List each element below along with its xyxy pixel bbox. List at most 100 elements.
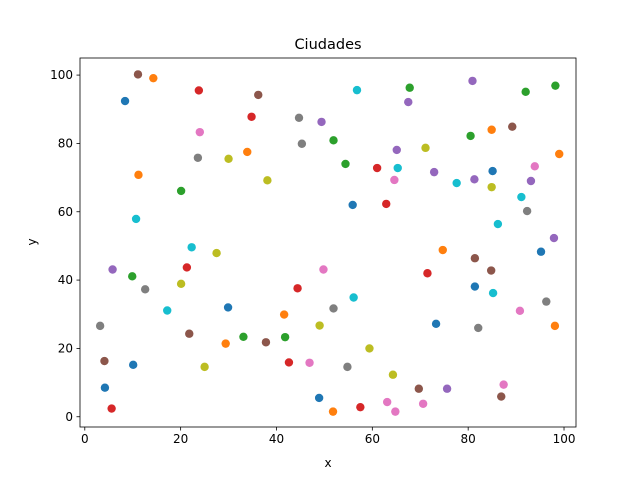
scatter-point: [128, 360, 138, 370]
scatter-point: [176, 279, 186, 289]
scatter-point: [431, 319, 441, 329]
scatter-point: [497, 392, 506, 401]
scatter-point: [343, 362, 352, 372]
y-tick-label: 100: [50, 68, 73, 82]
axes-layer: 0 20 40 60 80 100 0 20 40 60 80 100: [50, 57, 577, 446]
scatter-point: [254, 90, 263, 100]
scatter-point: [195, 127, 205, 137]
scatter-point: [263, 176, 272, 185]
scatter-point: [391, 407, 400, 416]
x-tick-label: 20: [173, 432, 188, 446]
scatter-point: [421, 143, 430, 153]
scatter-point: [131, 214, 141, 224]
scatter-point: [388, 370, 398, 379]
scatter-point: [470, 254, 480, 263]
scatter-point: [128, 272, 137, 281]
points-layer: [95, 70, 564, 416]
scatter-point: [487, 182, 496, 192]
scatter-point: [551, 81, 560, 90]
scatter-point: [536, 247, 546, 256]
y-tick-label: 20: [58, 341, 73, 355]
scatter-point: [149, 73, 158, 83]
scatter-point: [488, 166, 497, 176]
scatter-point: [349, 293, 358, 302]
scatter-point: [247, 112, 256, 121]
scatter-point: [317, 117, 326, 127]
scatter-point: [239, 332, 248, 341]
scatter-point: [297, 139, 307, 148]
scatter-point: [100, 383, 110, 392]
scatter-point: [319, 265, 328, 274]
scatter-point: [414, 384, 424, 393]
scatter-point: [100, 356, 109, 366]
scatter-point: [163, 306, 172, 315]
scatter-point: [176, 186, 186, 196]
scatter-point: [224, 154, 233, 163]
scatter-point: [185, 329, 194, 338]
scatter-point: [392, 145, 401, 155]
scatter-point: [328, 407, 338, 416]
scatter-point: [107, 404, 116, 413]
scatter-point: [108, 265, 117, 274]
scatter-point: [314, 393, 324, 403]
scatter-point: [315, 321, 324, 330]
y-tick-label: 0: [65, 410, 73, 424]
scatter-point: [486, 266, 496, 275]
scatter-point: [329, 136, 338, 145]
scatter-point: [382, 397, 392, 407]
scatter-point: [293, 284, 302, 293]
scatter-point: [468, 76, 477, 86]
scatter-point: [404, 97, 413, 107]
scatter-point: [522, 206, 532, 216]
y-tick-label: 60: [58, 205, 73, 219]
scatter-point: [140, 285, 150, 294]
scatter-point: [488, 288, 498, 298]
scatter-point: [243, 147, 252, 157]
x-axis-title: x: [324, 456, 331, 470]
scatter-point: [365, 344, 374, 353]
scatter-point: [487, 125, 496, 134]
scatter-point: [526, 176, 536, 186]
y-axis-title: y: [25, 238, 39, 245]
scatter-point: [390, 175, 399, 185]
scatter-point: [221, 339, 230, 348]
x-tick-label: 60: [365, 432, 380, 446]
scatter-point: [517, 192, 526, 202]
scatter-point: [542, 297, 551, 306]
plot-frame: [79, 57, 577, 428]
scatter-point: [393, 163, 402, 173]
scatter-point: [438, 245, 447, 255]
scatter-point: [182, 263, 192, 272]
scatter-point: [470, 282, 480, 291]
scatter-point: [305, 358, 314, 367]
scatter-point: [466, 131, 475, 141]
scatter-point: [405, 83, 414, 92]
scatter-point: [499, 380, 508, 389]
scatter-point: [352, 85, 362, 95]
scatter-point: [530, 162, 539, 171]
y-tick-label: 80: [58, 136, 73, 150]
x-tick-label: 40: [269, 432, 284, 446]
scatter-point: [470, 175, 479, 184]
y-tick-label: 40: [58, 273, 73, 287]
scatter-point: [452, 178, 461, 188]
scatter-point: [329, 304, 338, 313]
scatter-point: [279, 310, 289, 319]
scatter-point: [95, 321, 105, 331]
scatter-point: [223, 303, 233, 312]
x-tick-label: 100: [553, 432, 576, 446]
scatter-point: [133, 70, 143, 79]
scatter-point: [200, 362, 209, 372]
scatter-point: [348, 200, 357, 210]
scatter-point: [474, 323, 483, 333]
scatter-point: [261, 338, 271, 347]
x-tick-label: 80: [461, 432, 476, 446]
scatter-point: [280, 332, 290, 342]
x-tick-label: 0: [81, 432, 89, 446]
scatter-point: [372, 163, 382, 173]
scatter-point: [212, 248, 221, 258]
scatter-point: [555, 149, 564, 159]
scatter-point: [134, 170, 143, 180]
scatter-point: [549, 233, 559, 243]
